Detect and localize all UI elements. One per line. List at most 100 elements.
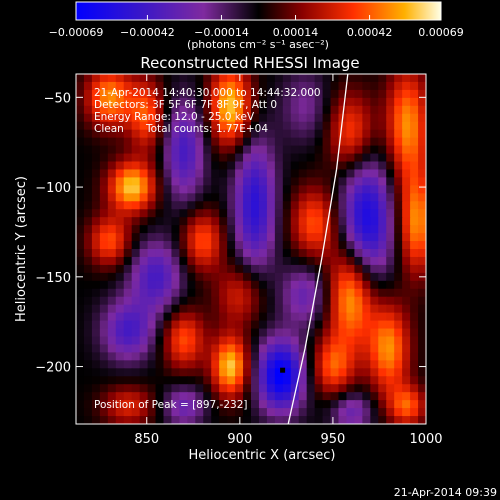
heatmap-cell — [195, 113, 204, 123]
heatmap-cell — [370, 400, 379, 409]
heatmap-cell — [123, 416, 133, 424]
heatmap-cell — [227, 217, 236, 226]
heatmap-cell — [322, 161, 332, 171]
heatmap-cell — [211, 264, 220, 274]
heatmap-cell — [187, 392, 196, 401]
heatmap-cell — [171, 113, 180, 123]
heatmap-cell — [131, 328, 141, 338]
heatmap-cell — [227, 264, 236, 274]
heatmap-cell — [306, 360, 316, 369]
heatmap-cell — [187, 408, 196, 417]
heatmap-cell — [346, 320, 355, 330]
heatmap-cell — [99, 249, 109, 258]
heatmap-cell — [354, 312, 363, 322]
heatmap-cell — [219, 209, 228, 218]
heatmap-cell — [227, 185, 236, 194]
heatmap-cell — [187, 89, 196, 99]
heatmap-cell — [418, 296, 426, 306]
heatmap-cell — [394, 352, 403, 361]
heatmap-cell — [362, 113, 371, 123]
heatmap-cell — [418, 249, 426, 258]
heatmap-cell — [370, 256, 379, 266]
heatmap-cell — [91, 129, 101, 139]
heatmap-cell — [266, 320, 276, 330]
heatmap-cell — [83, 113, 93, 123]
heatmap-cell — [402, 352, 411, 361]
heatmap-cell — [354, 74, 363, 83]
heatmap-cell — [163, 288, 173, 298]
heatmap-cell — [378, 169, 387, 178]
heatmap-cell — [282, 129, 292, 139]
heatmap-cell — [386, 256, 395, 266]
heatmap-cell — [163, 193, 173, 202]
heatmap-cell — [282, 185, 292, 194]
heatmap-cell — [346, 416, 355, 424]
heatmap-cell — [306, 81, 316, 91]
heatmap-cell — [306, 169, 316, 178]
heatmap-cell — [418, 376, 426, 385]
heatmap-cell — [115, 344, 125, 353]
heatmap-cell — [290, 153, 300, 163]
heatmap-cell — [139, 137, 149, 147]
heatmap-cell — [235, 376, 244, 385]
heatmap-cell — [179, 177, 188, 186]
heatmap-cell — [243, 272, 252, 282]
heatmap-cell — [370, 416, 379, 424]
heatmap-cell — [227, 288, 236, 298]
heatmap-cell — [282, 153, 292, 163]
heatmap-cell — [107, 177, 117, 186]
heatmap-cell — [243, 233, 252, 242]
heatmap-cell — [203, 97, 212, 107]
heatmap-cell — [266, 153, 276, 163]
heatmap-cell — [410, 161, 419, 171]
heatmap-cell — [91, 233, 101, 242]
heatmap-cell — [123, 352, 133, 361]
heatmap-cell — [115, 105, 125, 115]
heatmap-cell — [298, 304, 308, 314]
heatmap-cell — [243, 416, 252, 424]
heatmap-cell — [378, 296, 387, 306]
heatmap-cell — [410, 145, 419, 155]
heatmap-cell — [402, 137, 411, 147]
heatmap-cell — [370, 169, 379, 178]
heatmap-cell — [338, 81, 348, 91]
heatmap-cell — [306, 105, 316, 115]
heatmap-cell — [394, 169, 403, 178]
heatmap-cell — [211, 81, 220, 91]
heatmap-cell — [322, 344, 332, 353]
heatmap-cell — [370, 161, 379, 171]
heatmap-cell — [410, 137, 419, 147]
heatmap-cell — [243, 74, 252, 83]
heatmap-cell — [179, 256, 188, 266]
heatmap-cell — [298, 416, 308, 424]
heatmap-cell — [306, 336, 316, 346]
heatmap-cell — [179, 169, 188, 178]
heatmap-cell — [147, 249, 157, 258]
heatmap-cell — [370, 376, 379, 385]
heatmap-cell — [203, 352, 212, 361]
heatmap-cell — [139, 241, 149, 250]
heatmap-cell — [258, 169, 268, 178]
heatmap-cell — [243, 137, 252, 147]
heatmap-cell — [410, 256, 419, 266]
heatmap-cell — [298, 272, 308, 282]
heatmap-cell — [76, 233, 85, 242]
heatmap-cell — [370, 288, 379, 298]
heatmap-cell — [131, 185, 141, 194]
heatmap-cell — [282, 416, 292, 424]
heatmap-cell — [386, 280, 395, 290]
heatmap-cell — [227, 312, 236, 322]
heatmap-cell — [290, 376, 300, 385]
heatmap-cell — [91, 288, 101, 298]
heatmap-cell — [258, 384, 268, 393]
heatmap-cell — [251, 217, 260, 226]
heatmap-cell — [195, 169, 204, 178]
heatmap-cell — [179, 81, 188, 91]
heatmap-cell — [402, 304, 411, 314]
heatmap-cell — [266, 312, 276, 322]
heatmap-cell — [378, 105, 387, 115]
heatmap-cell — [251, 408, 260, 417]
heatmap-cell — [195, 320, 204, 330]
heatmap-cell — [227, 113, 236, 123]
heatmap-cell — [171, 288, 180, 298]
